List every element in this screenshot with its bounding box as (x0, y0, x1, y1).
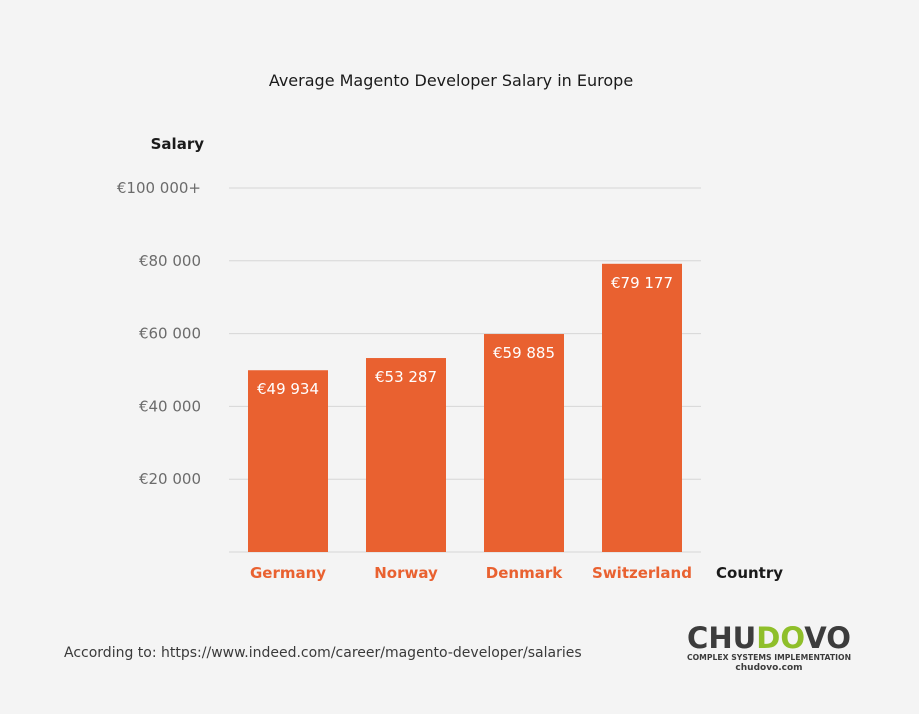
bar-value-label: €53 287 (375, 368, 437, 386)
bar-value-label: €49 934 (257, 380, 319, 398)
brand-site: chudovo.com (735, 663, 802, 673)
y-tick-label: €20 000 (139, 470, 201, 488)
brand-tagline: COMPLEX SYSTEMS IMPLEMENTATION (687, 653, 851, 662)
y-tick-label: €100 000+ (117, 179, 201, 197)
bar (484, 334, 564, 552)
x-axis-label: Country (716, 564, 783, 582)
bar (366, 358, 446, 552)
y-axis-label: Salary (151, 135, 205, 153)
bar (602, 263, 682, 552)
x-tick-label: Germany (250, 564, 326, 582)
bars (248, 263, 682, 552)
bar-value-label: €79 177 (611, 274, 673, 292)
value-labels: €49 934 €53 287 €59 885 €79 177 (257, 274, 673, 398)
chart-title: Average Magento Developer Salary in Euro… (269, 71, 633, 90)
brand-name: CHUDOVO (687, 621, 851, 655)
source-note: According to: https://www.indeed.com/car… (64, 645, 582, 661)
bar (248, 370, 328, 552)
chudovo-logo: CHUDOVO COMPLEX SYSTEMS IMPLEMENTATION c… (687, 621, 851, 673)
y-tick-label: €80 000 (139, 252, 201, 270)
x-tick-label: Denmark (486, 564, 563, 582)
bar-value-label: €59 885 (493, 344, 555, 362)
x-tick-label: Switzerland (592, 564, 692, 582)
y-tick-label: €60 000 (139, 325, 201, 343)
y-tick-labels: €20 000 €40 000 €60 000 €80 000 €100 000+ (117, 179, 201, 488)
x-tick-labels: Germany Norway Denmark Switzerland (250, 564, 692, 582)
y-tick-label: €40 000 (139, 397, 201, 415)
x-tick-label: Norway (374, 564, 438, 582)
